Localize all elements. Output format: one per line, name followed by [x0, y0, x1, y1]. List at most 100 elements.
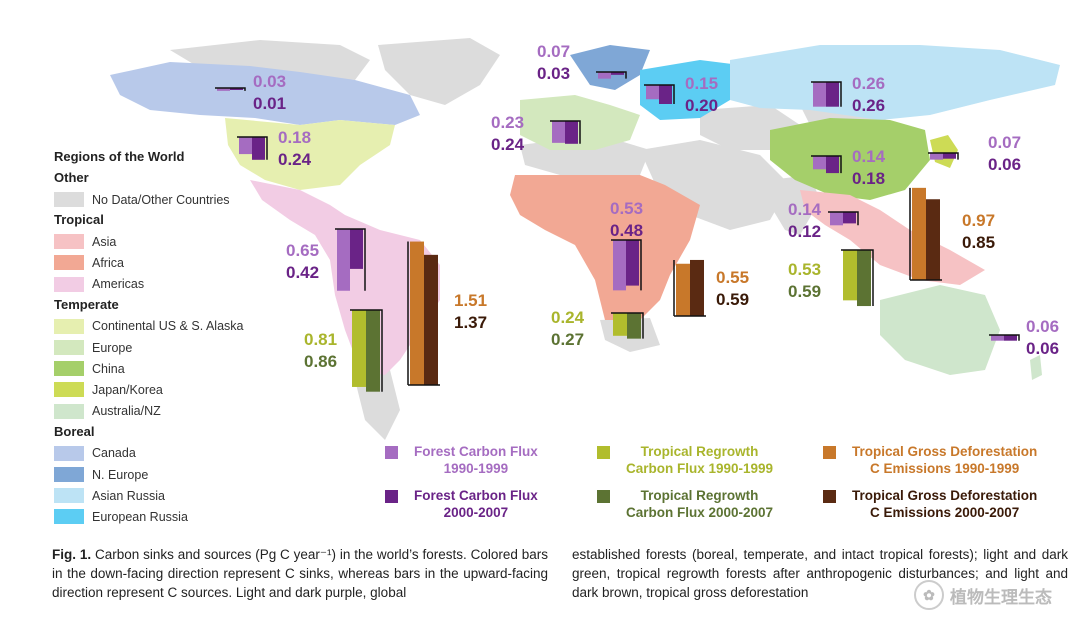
caption-left: Fig. 1. Carbon sinks and sources (Pg C y…	[52, 545, 548, 602]
legend-item: No Data/Other Countries	[54, 191, 230, 208]
legend-item: Americas	[54, 276, 144, 293]
value-label-1990: 0.15	[685, 74, 719, 93]
legend-label: Japan/Korea	[92, 382, 163, 397]
bar-forest-1990	[813, 82, 826, 107]
legend-label: Asian Russia	[92, 488, 165, 503]
bar-regrowth-1990	[843, 250, 857, 301]
legend-swatch	[54, 340, 84, 355]
bar-bracket	[611, 239, 642, 291]
value-label-1990: 0.24	[551, 308, 585, 327]
bar-legend-swatch	[385, 490, 398, 503]
bar-bracket	[673, 259, 706, 317]
bar-deforest-2000	[424, 254, 438, 385]
bar-bracket	[909, 187, 942, 281]
value-label-1990: 0.97	[962, 211, 996, 230]
value-label-2000: 0.01	[253, 94, 287, 113]
bar-forest-1990	[830, 212, 843, 226]
legend-label: No Data/Other Countries	[92, 192, 230, 207]
bar-bracket	[811, 81, 842, 107]
legend-swatch	[54, 445, 84, 461]
value-label-1990: 0.53	[610, 199, 644, 218]
legend-label: Canada	[92, 446, 136, 461]
map-canada-north	[170, 40, 370, 80]
legend-swatch	[54, 403, 84, 419]
bar-legend-item: Forest Carbon Flux 2000-2007	[385, 487, 538, 521]
bar-deforest-2000	[690, 259, 704, 316]
caption-right-text: established forests (boreal, temperate, …	[572, 547, 1068, 600]
bar-legend-swatch	[823, 446, 836, 459]
legend-item: Europe	[54, 339, 132, 356]
legend-swatch	[54, 318, 84, 334]
bar-forest-2000	[843, 212, 856, 224]
legend-swatch	[54, 234, 84, 250]
bar-forest-2000	[565, 121, 578, 144]
value-label-1990: 0.55	[716, 268, 750, 287]
map-japan-korea	[930, 135, 958, 168]
legend-label: Asia	[92, 234, 117, 249]
map-greenland	[378, 38, 500, 105]
value-label-2000: 0.86	[304, 352, 338, 371]
value-label-1990: 0.07	[537, 42, 571, 61]
value-label-1990: 0.23	[491, 113, 525, 132]
bar-forest-2000	[626, 240, 639, 286]
legend-label: Continental US & S. Alaska	[92, 319, 244, 334]
legend-group-temperate: Temperate	[54, 296, 119, 312]
bar-bracket	[928, 152, 959, 160]
value-label-2000: 0.06	[988, 155, 1022, 174]
bar-regrowth-2000	[857, 250, 871, 307]
map-asian-russia	[730, 45, 1060, 120]
bar-forest-1990	[930, 153, 943, 160]
legend-swatch	[54, 361, 84, 377]
legend-group-other: Other	[54, 170, 89, 185]
legend-label: Africa	[92, 255, 124, 270]
value-label-2000: 0.18	[852, 169, 886, 188]
bar-bracket	[828, 211, 859, 226]
bar-legend-item: Tropical Gross Deforestation C Emissions …	[823, 443, 1037, 477]
value-label-1990: 0.18	[278, 128, 312, 147]
value-label-2000: 0.59	[716, 290, 750, 309]
value-label-1990: 0.53	[788, 260, 822, 279]
legend-swatch	[54, 276, 84, 292]
legend-item: Continental US & S. Alaska	[54, 318, 243, 335]
bar-legend-swatch	[823, 490, 836, 503]
map-european-russia	[640, 60, 740, 120]
legend-swatch	[54, 382, 84, 398]
bar-regrowth-1990	[352, 310, 366, 387]
value-label-1990: 0.81	[304, 330, 338, 349]
bar-forest-2000	[1004, 335, 1017, 341]
legend-swatch	[54, 509, 84, 525]
bar-bracket	[811, 155, 842, 174]
bar-bracket	[237, 136, 268, 160]
bar-bracket	[335, 228, 366, 291]
bar-deforest-1990	[912, 187, 926, 280]
value-label-2000: 0.59	[788, 282, 822, 301]
legend-group-boreal: Boreal	[54, 423, 95, 439]
legend-label: European Russia	[92, 509, 188, 524]
legend-item: Asian Russia	[54, 487, 165, 504]
map-nz	[1030, 355, 1042, 380]
legend-item: Australia/NZ	[54, 403, 161, 420]
bar-forest-1990	[239, 137, 252, 155]
value-label-2000: 0.03	[537, 64, 571, 83]
legend-item: Asia	[54, 233, 116, 250]
bar-bracket	[611, 312, 644, 339]
bar-bracket	[596, 71, 627, 79]
watermark-text: 植物生理生态	[950, 587, 1052, 607]
map-n-europe	[570, 45, 650, 90]
bar-forest-1990	[552, 121, 565, 143]
value-label-1990: 0.14	[852, 147, 886, 166]
map-china	[770, 118, 930, 200]
value-label-2000: 0.24	[491, 135, 525, 154]
bar-layer	[215, 71, 1020, 392]
caption-right: established forests (boreal, temperate, …	[572, 545, 1068, 602]
bar-legend-label: Forest Carbon Flux 2000-2007	[414, 488, 538, 520]
bar-forest-2000	[659, 85, 672, 104]
value-label-1990: 0.06	[1026, 317, 1060, 336]
legend-label: N. Europe	[92, 467, 149, 482]
legend-label: Europe	[92, 340, 133, 355]
bar-forest-1990	[217, 88, 230, 91]
value-label-2000: 0.42	[286, 263, 320, 282]
map-middle-east	[640, 140, 790, 230]
bar-bracket	[644, 84, 675, 104]
bar-bracket	[407, 241, 440, 386]
